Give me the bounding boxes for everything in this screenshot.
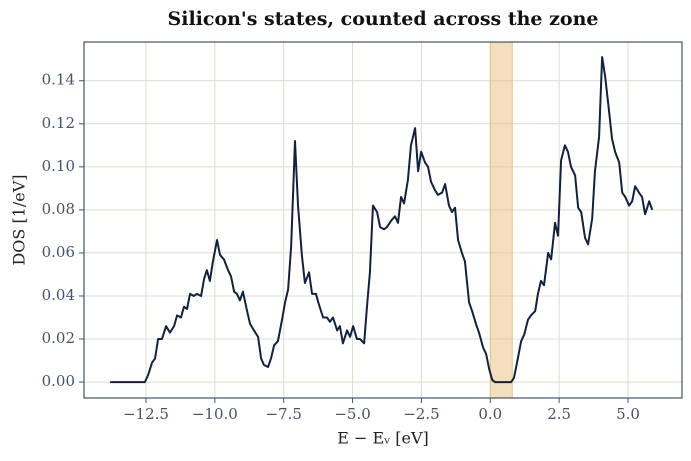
x-tick-label: 0.0: [478, 405, 502, 423]
y-axis-label: DOS [1/eV]: [10, 174, 29, 265]
x-axis-label: E − Eᵥ [eV]: [337, 429, 429, 448]
y-tick-label: 0.00: [42, 372, 75, 390]
y-tick-label: 0.08: [42, 200, 75, 218]
x-tick-label: −12.5: [123, 405, 169, 423]
shaded-span: [489, 41, 513, 399]
plot-frame: [83, 41, 683, 399]
chart-title: Silicon's states, counted across the zon…: [168, 8, 599, 30]
dos-line: [110, 56, 654, 384]
x-tick-label: 2.5: [547, 405, 571, 423]
x-tick-label: −7.5: [265, 405, 301, 423]
y-tick-label: 0.02: [42, 329, 75, 347]
x-tick-label: −10.0: [192, 405, 238, 423]
y-tick-label: 0.10: [42, 157, 75, 175]
y-tick-label: 0.04: [42, 286, 75, 304]
y-tick-label: 0.12: [42, 114, 75, 132]
y-tick-label: 0.06: [42, 243, 75, 261]
x-tick-label: −2.5: [403, 405, 439, 423]
x-tick-label: 5.0: [616, 405, 640, 423]
y-tick-label: 0.14: [42, 71, 75, 89]
x-tick-label: −5.0: [334, 405, 370, 423]
